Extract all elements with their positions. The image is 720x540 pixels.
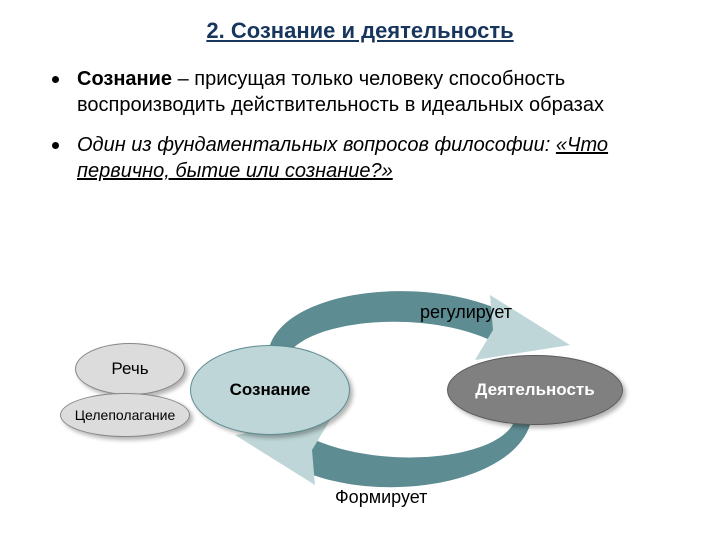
bullet-list: Сознание – присущая только человеку спос… [0, 44, 720, 184]
diagram: Сознание Деятельность Речь Целеполагание… [0, 260, 720, 540]
bullet-text: Сознание – присущая только человеку спос… [77, 66, 680, 118]
node-activity-label: Деятельность [475, 380, 594, 400]
arrow-top-label: регулирует [420, 302, 512, 323]
arrow-bottom-label: Формирует [335, 487, 427, 508]
term: Сознание [77, 68, 172, 90]
node-consciousness: Сознание [190, 345, 350, 435]
arrow-bottom-body [300, 420, 530, 487]
node-activity: Деятельность [447, 355, 623, 425]
bullet-dot-icon [52, 76, 59, 83]
page-title: 2. Сознание и деятельность [0, 0, 720, 44]
bullet-item: Один из фундаментальных вопросов философ… [52, 132, 680, 184]
bullet-item: Сознание – присущая только человеку спос… [52, 66, 680, 118]
bullet-dot-icon [52, 142, 59, 149]
node-goal-label: Целеполагание [75, 407, 176, 423]
bullet-text: Один из фундаментальных вопросов философ… [77, 132, 680, 184]
question-prefix: Один из фундаментальных вопросов философ… [77, 134, 556, 156]
node-speech: Речь [75, 343, 185, 395]
node-consciousness-label: Сознание [230, 380, 311, 400]
node-speech-label: Речь [111, 359, 148, 379]
node-goal: Целеполагание [60, 393, 190, 437]
